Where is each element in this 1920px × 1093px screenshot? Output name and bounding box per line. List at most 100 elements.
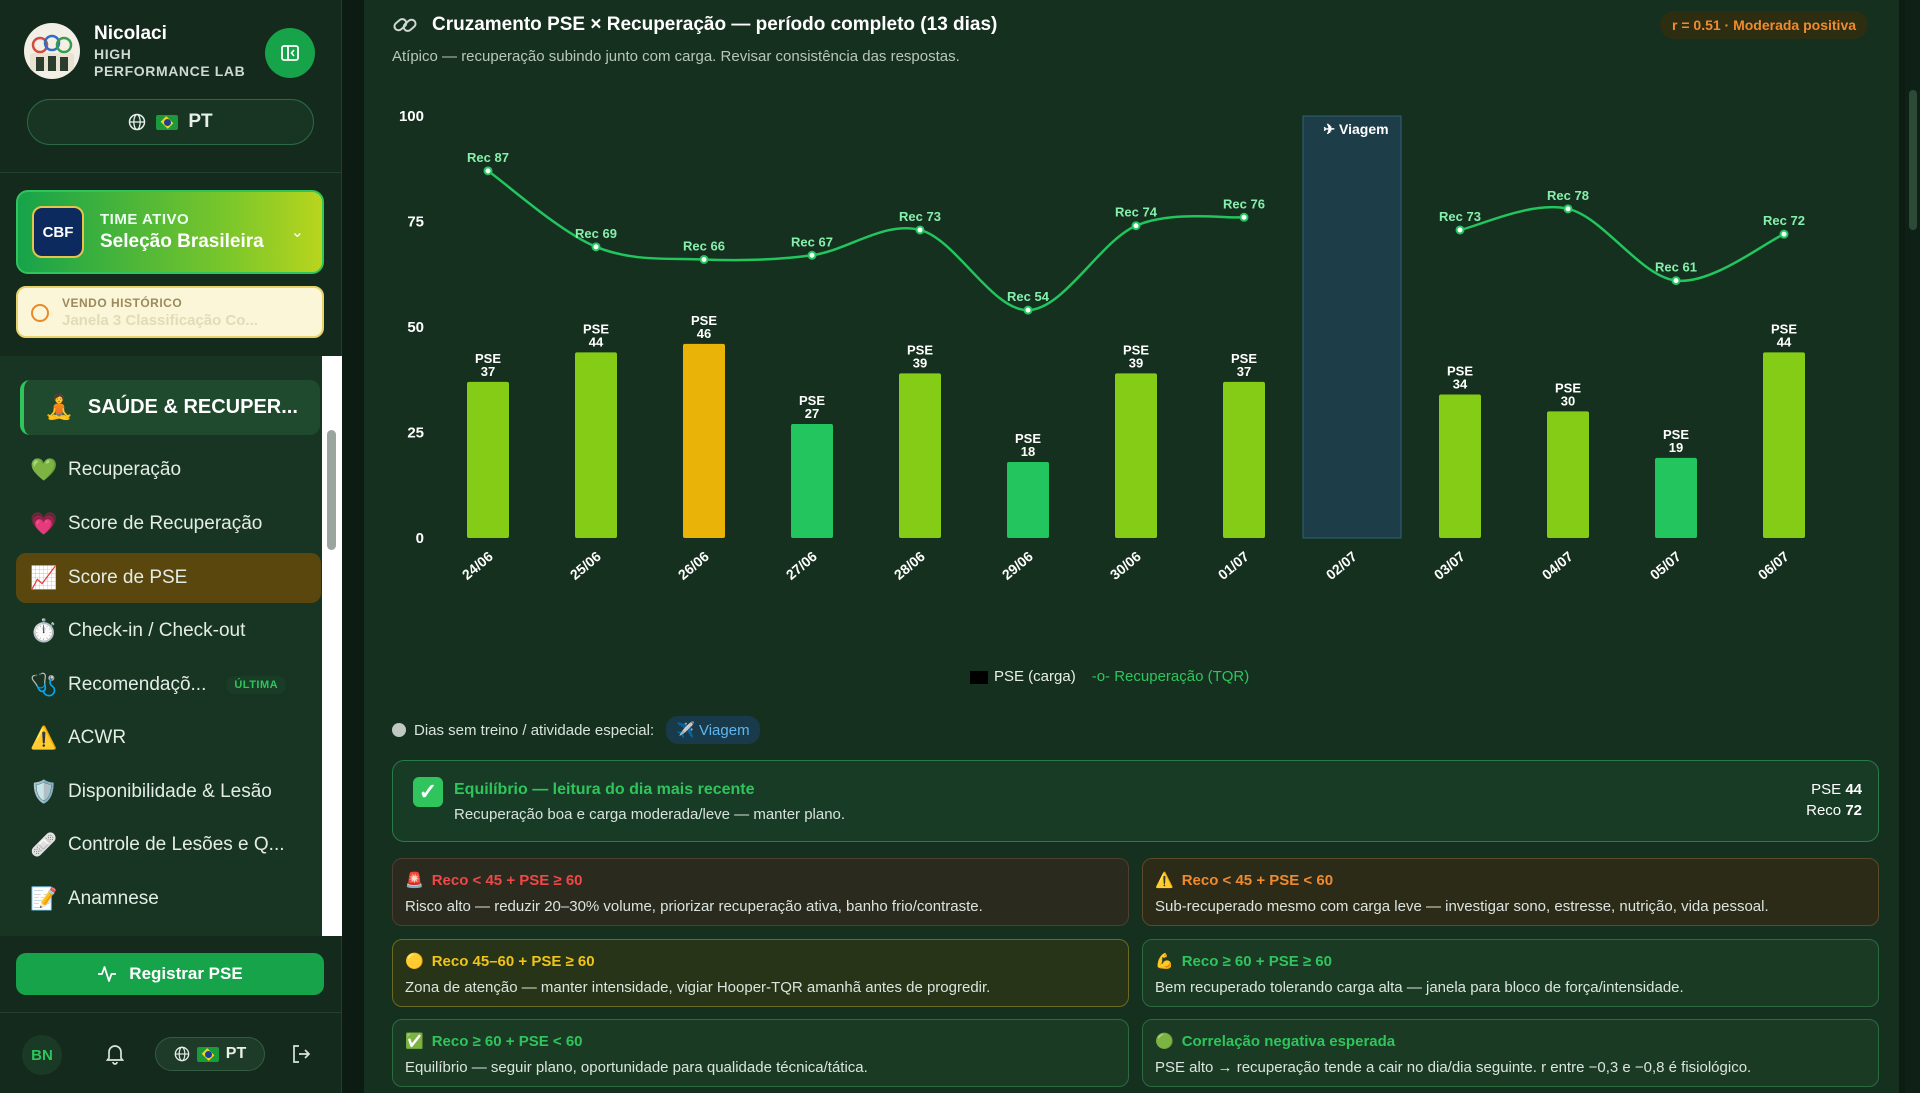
- equilibrium-values: PSE 44 Reco 72: [1806, 779, 1862, 821]
- legend-recovery[interactable]: -o- Recuperação (TQR): [1092, 668, 1250, 685]
- brand: Nicolaci HIGH PERFORMANCE LAB: [24, 22, 245, 80]
- yellow-circle-icon: 🟡: [405, 953, 424, 970]
- rule-title: Reco ≥ 60 + PSE ≥ 60: [1181, 952, 1332, 970]
- legend-pse[interactable]: PSE (carga): [970, 668, 1076, 685]
- sparkling-heart-icon: 💗: [30, 511, 58, 536]
- language-selector[interactable]: PT: [27, 99, 314, 145]
- memo-icon: 📝: [30, 886, 58, 911]
- x-tick-label: 04/07: [1539, 548, 1576, 583]
- page-scrollbar[interactable]: [1905, 0, 1920, 1093]
- menu-item-score-recuperacao[interactable]: 💗 Score de Recuperação: [16, 499, 321, 549]
- menu-item-score-pse[interactable]: 📈 Score de PSE: [16, 553, 321, 603]
- team-name: Seleção Brasileira: [100, 231, 264, 252]
- x-tick-label: 01/07: [1215, 548, 1252, 583]
- menu-item-label: ACWR: [68, 727, 127, 748]
- pse-bar: [899, 373, 941, 538]
- stopwatch-icon: ⏱️: [30, 618, 58, 643]
- pse-bar: [1547, 411, 1589, 538]
- recovery-point-label: Rec 73: [899, 209, 941, 224]
- register-pse-button[interactable]: Registrar PSE: [16, 953, 324, 995]
- x-tick-label: 30/06: [1107, 548, 1144, 583]
- correlation-badge: r = 0.51 · Moderada positiva: [1660, 11, 1869, 39]
- recovery-line: [487, 169, 1245, 312]
- rule-desc: Bem recuperado tolerando carga alta — ja…: [1155, 979, 1684, 996]
- menu-scrollbar-thumb[interactable]: [327, 430, 336, 550]
- menu-item-acwr[interactable]: ⚠️ ACWR: [16, 713, 321, 763]
- menu-item-recomendacoes[interactable]: 🩺 Recomendaçõ... ÚLTIMA: [16, 660, 321, 710]
- pse-bar-value: 39: [913, 355, 927, 370]
- pse-bar-value: 30: [1561, 393, 1575, 408]
- recovery-point-label: Rec 76: [1223, 196, 1265, 211]
- pse-bar-label: PSE: [691, 313, 717, 328]
- recovery-point: [807, 250, 817, 260]
- activity-icon: [98, 966, 117, 982]
- meditation-icon: 🧘: [44, 394, 74, 421]
- history-selector[interactable]: VENDO HISTÓRICO Janela 3 Classificação C…: [16, 286, 324, 338]
- menu-item-anamnese[interactable]: 📝 Anamnese: [16, 874, 321, 924]
- recovery-point: [1779, 229, 1789, 239]
- gray-circle-icon: [392, 723, 406, 737]
- brazil-flag-icon: [196, 1046, 219, 1062]
- logout-icon[interactable]: [290, 1043, 312, 1065]
- rule-title: Reco < 45 + PSE ≥ 60: [431, 871, 583, 889]
- bell-icon[interactable]: [105, 1043, 125, 1065]
- chart-legend: PSE (carga) -o- Recuperação (TQR): [970, 668, 1249, 685]
- recovery-point-label: Rec 54: [1007, 289, 1050, 304]
- register-pse-label: Registrar PSE: [129, 964, 243, 983]
- warning-icon: ⚠️: [30, 725, 58, 750]
- pse-bar: [1223, 381, 1265, 538]
- pse-label: PSE: [1811, 781, 1842, 798]
- stethoscope-icon: 🩺: [30, 672, 58, 697]
- legend-pse-label: PSE (carga): [994, 668, 1076, 685]
- menu-item-label: Recuperação: [68, 459, 182, 480]
- recovery-point-label: Rec 61: [1655, 260, 1697, 275]
- rule-card: 🟢 Correlação negativa esperada PSE alto →…: [1142, 1019, 1879, 1087]
- rule-desc: Equilíbrio — seguir plano, oportunidade …: [405, 1059, 868, 1076]
- reco-label: Reco: [1806, 802, 1842, 819]
- recovery-point: [483, 166, 493, 176]
- green-circle-icon: 🟢: [1155, 1033, 1174, 1050]
- pse-bar-value: 27: [805, 406, 819, 421]
- menu-section-label: SAÚDE & RECUPER...: [87, 396, 298, 418]
- menu-item-label: Score de Recuperação: [68, 513, 263, 534]
- rule-title: Reco ≥ 60 + PSE < 60: [431, 1032, 583, 1050]
- rule-card: 💪 Reco ≥ 60 + PSE ≥ 60 Bem recuperado tol…: [1142, 939, 1879, 1007]
- y-tick-label: 25: [407, 425, 424, 442]
- special-days-label: Dias sem treino / atividade especial:: [414, 721, 655, 739]
- bandage-icon: 🩹: [30, 832, 58, 857]
- special-day-label: ✈ Viagem: [1323, 121, 1388, 137]
- language-selector-mini[interactable]: PT: [155, 1037, 265, 1071]
- y-tick-label: 0: [416, 530, 424, 547]
- avatar[interactable]: BN: [22, 1035, 62, 1075]
- rule-desc: Risco alto — reduzir 20–30% volume, prio…: [405, 898, 983, 915]
- team-logo-icon: CBF: [32, 206, 84, 258]
- brazil-flag-icon: [156, 114, 179, 130]
- active-team-selector[interactable]: CBF TIME ATIVO Seleção Brasileira ⌄: [16, 190, 324, 274]
- equilibrium-card: ✓ Equilíbrio — leitura do dia mais recen…: [392, 760, 1879, 842]
- latest-badge: ÚLTIMA: [226, 676, 287, 694]
- brand-subtitle-1: HIGH: [94, 46, 132, 62]
- menu-section-health-recovery[interactable]: 🧘 SAÚDE & RECUPER...: [20, 380, 320, 435]
- pse-bar-label: PSE: [1231, 351, 1257, 366]
- rule-desc: Zona de atenção — manter intensidade, vi…: [405, 979, 991, 996]
- collapse-sidebar-button[interactable]: [265, 28, 315, 78]
- page-scrollbar-thumb[interactable]: [1909, 90, 1917, 230]
- menu-item-recuperacao[interactable]: 💚 Recuperação: [16, 445, 321, 495]
- legend-swatch: [970, 670, 988, 684]
- chart-title: Cruzamento PSE × Recuperação — período c…: [392, 12, 997, 38]
- x-tick-label: 25/06: [567, 548, 604, 583]
- legend-recovery-label: Recuperação (TQR): [1114, 668, 1250, 685]
- pse-bar-label: PSE: [1015, 431, 1041, 446]
- pse-bar-label: PSE: [1663, 427, 1689, 442]
- pse-bar-value: 37: [1237, 364, 1251, 379]
- menu-item-controle-lesoes[interactable]: 🩹 Controle de Lesões e Q...: [16, 820, 321, 870]
- pse-value: 44: [1845, 781, 1862, 798]
- menu-item-checkin-checkout[interactable]: ⏱️ Check-in / Check-out: [16, 606, 321, 656]
- menu-item-disponibilidade[interactable]: 🛡️ Disponibilidade & Lesão: [16, 767, 321, 817]
- pse-bar: [1115, 373, 1157, 538]
- recovery-point: [915, 225, 925, 235]
- rule-desc: PSE alto → recuperação tende a cair no d…: [1155, 1059, 1752, 1076]
- pse-bar-value: 34: [1453, 377, 1468, 392]
- recovery-point-label: Rec 73: [1439, 209, 1481, 224]
